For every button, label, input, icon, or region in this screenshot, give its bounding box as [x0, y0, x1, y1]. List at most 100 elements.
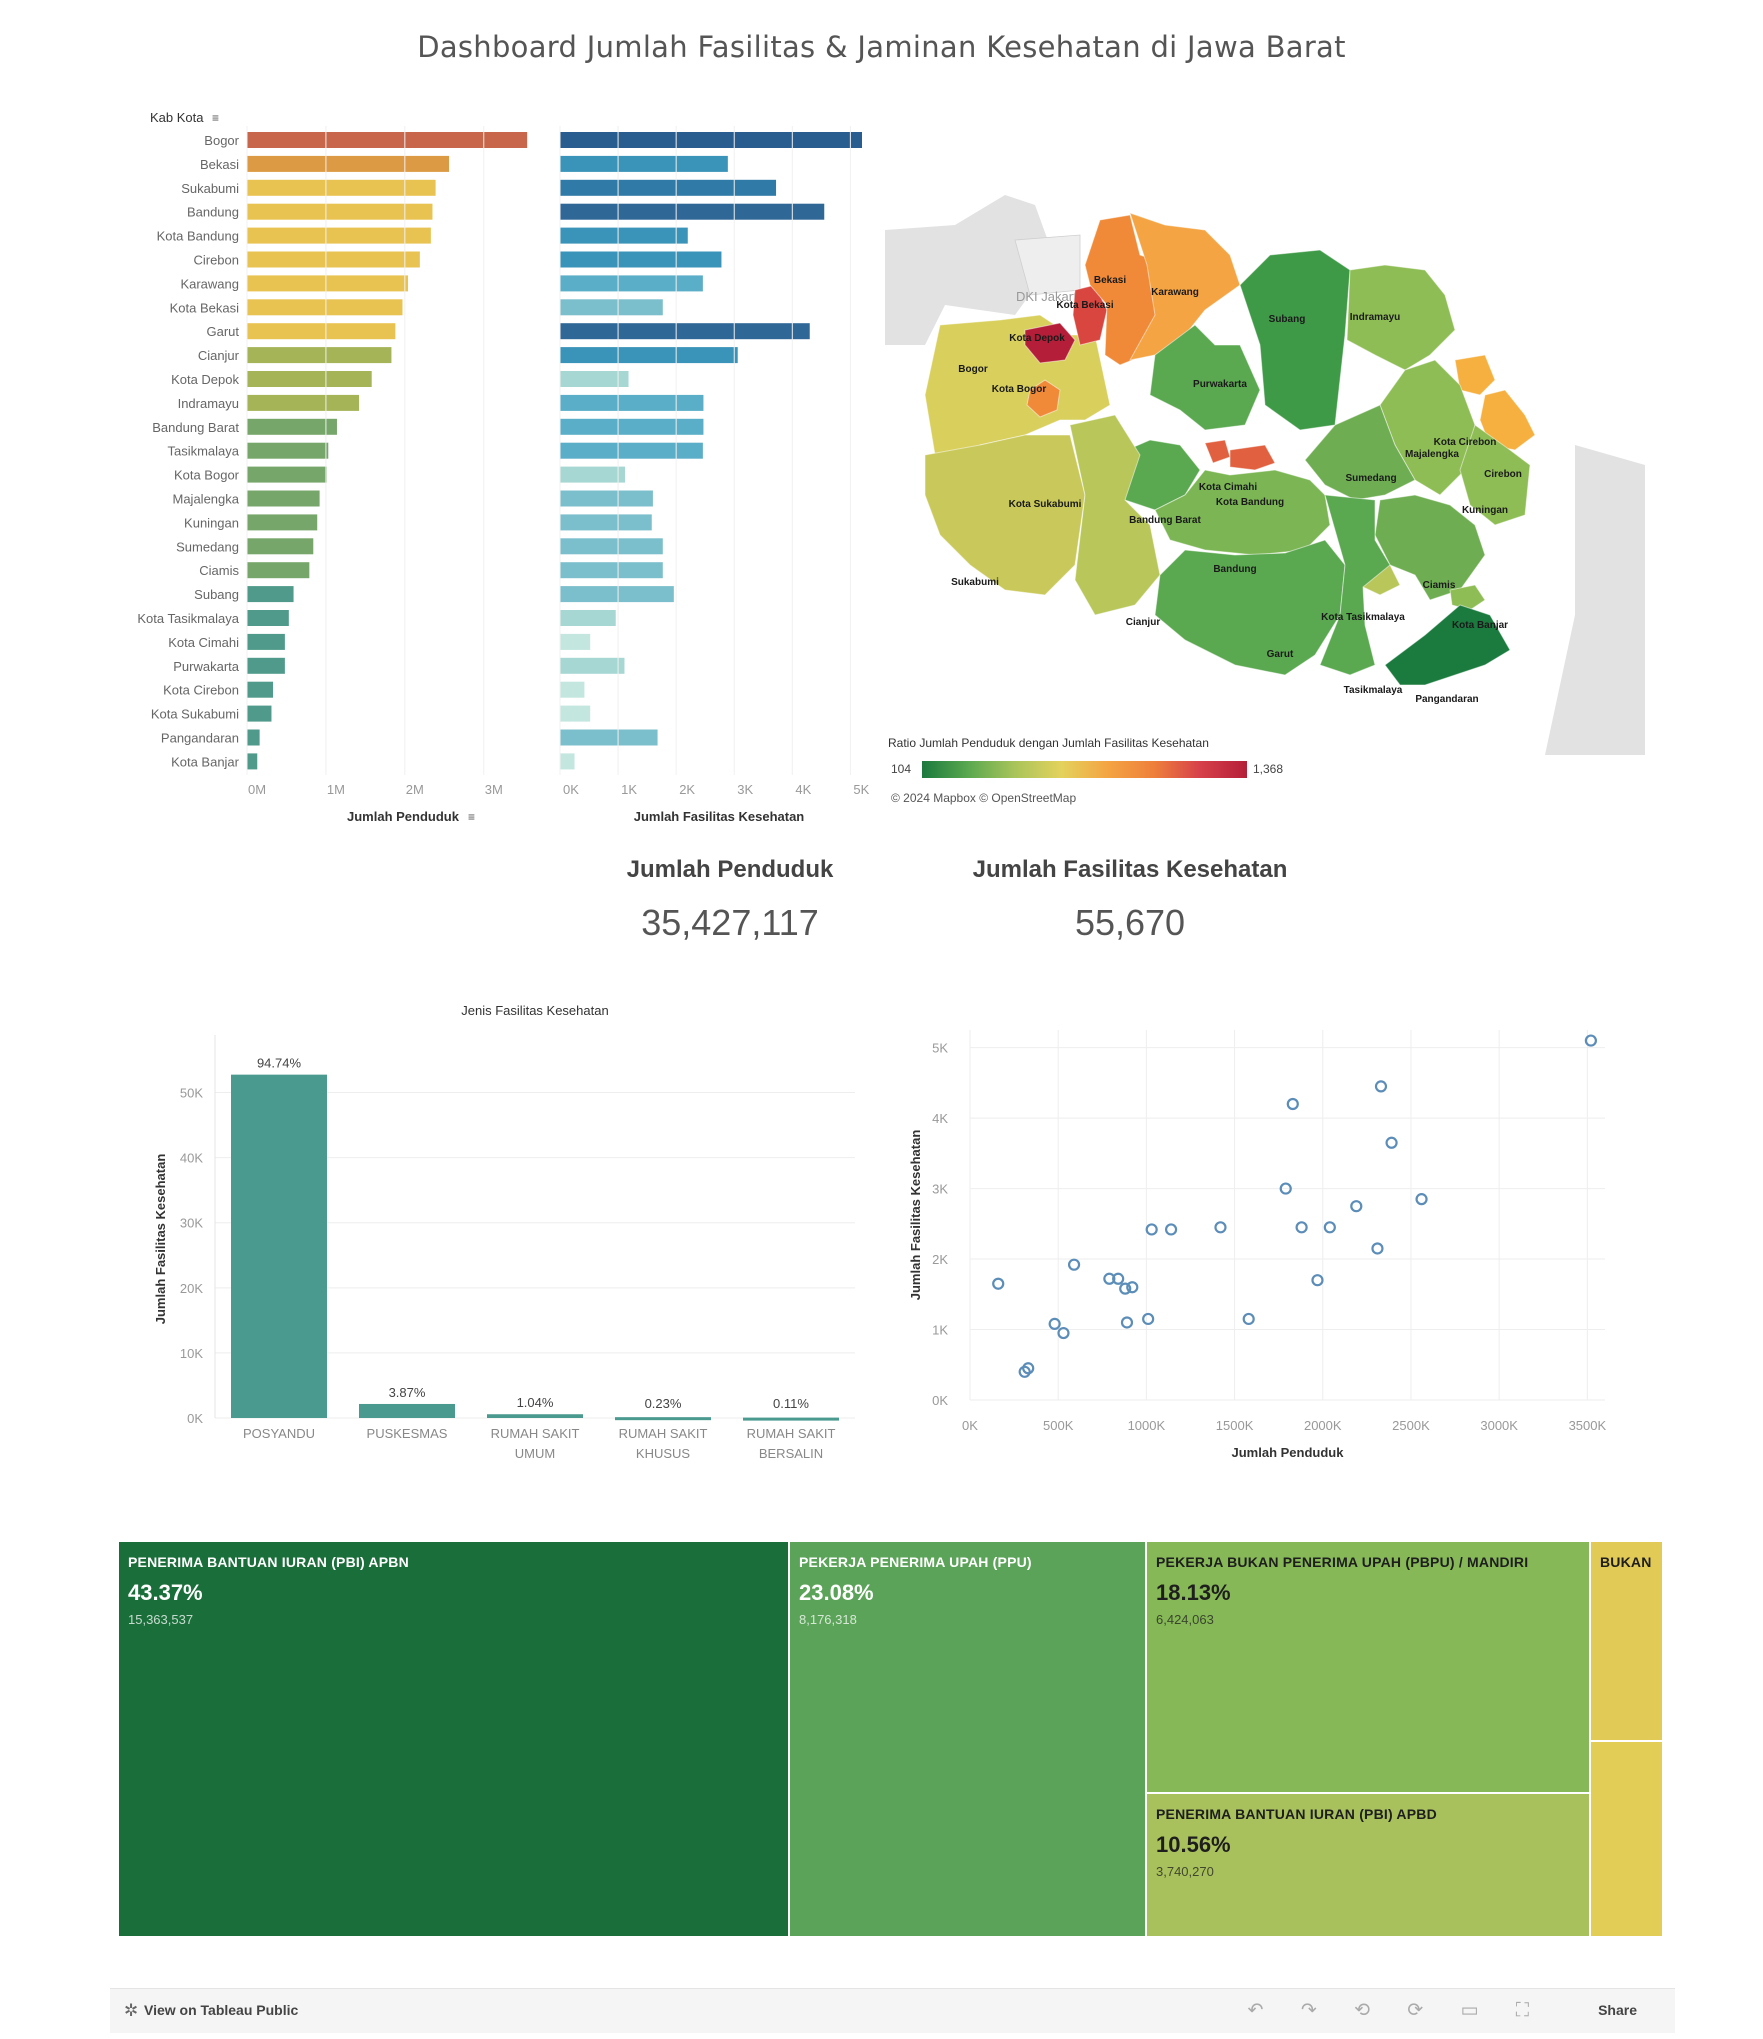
region-label: Kota Tasikmalaya	[1321, 612, 1405, 623]
region-label: Bogor	[958, 364, 988, 375]
penduduk-bar	[247, 514, 318, 531]
fasilitas-bar	[560, 633, 591, 650]
region-label: Bekasi	[1094, 275, 1126, 286]
data-label: 0.23%	[645, 1396, 682, 1411]
penduduk-bar	[247, 681, 274, 698]
tick-label: 3K	[737, 782, 753, 797]
dimension-label: Kab Kota	[150, 110, 204, 125]
dashboard-title: Dashboard Jumlah Fasilitas & Jaminan Kes…	[417, 30, 1346, 64]
scatter-point	[1120, 1316, 1134, 1329]
category-label: Bandung Barat	[152, 420, 239, 435]
scatter-point	[1350, 1200, 1363, 1213]
context-label: DKI Jakarta	[1016, 289, 1085, 304]
treemap-cell[interactable]: PENERIMA BANTUAN IURAN (PBI) APBN 43.37% 1…	[119, 1542, 790, 1938]
fasilitas-bar	[560, 323, 810, 340]
tick-label: 0M	[248, 782, 266, 797]
penduduk-vs-fasilitas-scatter[interactable]: 0K 1K 2K 3K 4K 5K 0K 500K 1000K 1500K 2000K 2500K 30…	[900, 990, 1620, 1460]
penduduk-bar	[247, 299, 403, 316]
treemap-cell[interactable]: PEKERJA BUKAN PENERIMA UPAH (PBPU) / MAN…	[1147, 1542, 1591, 1794]
region-label: Sumedang	[1345, 473, 1396, 484]
jenis-fasilitas-chart[interactable]: Jenis Fasilitas Kesehatan 0K 10K 20K 30K 40K 5…	[140, 990, 860, 1461]
penduduk-bar	[247, 490, 320, 507]
region-label: Kota Bogor	[992, 384, 1047, 395]
treemap-cell[interactable]	[1591, 1742, 1664, 1938]
map-legend-title: Ratio Jumlah Penduduk dengan Jumlah Fasi…	[888, 736, 1209, 750]
penduduk-bar	[247, 753, 258, 770]
treemap-label: BUKAN	[1600, 1554, 1652, 1570]
region-shape	[1204, 439, 1231, 464]
category-label: Kota Cirebon	[163, 683, 239, 698]
penduduk-bar	[247, 394, 360, 411]
map-attribution: © 2024 Mapbox © OpenStreetMap	[891, 791, 1076, 805]
tick-label: 40K	[180, 1151, 203, 1166]
penduduk-bar	[247, 633, 285, 650]
sort-icon: ≡	[212, 111, 219, 125]
jaminan-kesehatan-treemap[interactable]: PENERIMA BANTUAN IURAN (PBI) APBN 43.37% 1…	[119, 1542, 1664, 1938]
penduduk-bar	[247, 610, 289, 626]
scatter-point	[1584, 1034, 1597, 1047]
tick-label: 20K	[180, 1281, 203, 1296]
map-legend-max: 1,368	[1253, 762, 1283, 776]
view-on-tableau-link[interactable]: View on Tableau Public	[144, 2002, 299, 2018]
treemap-percent: 10.56%	[1156, 1832, 1231, 1857]
category-label: Sukabumi	[181, 181, 239, 196]
treemap-cell[interactable]: BUKAN	[1591, 1542, 1664, 1742]
category-label: BERSALIN	[759, 1446, 823, 1461]
treemap-cell[interactable]: PEKERJA PENERIMA UPAH (PPU) 23.08% 8,176,3…	[790, 1542, 1147, 1938]
scatter-point	[1112, 1272, 1125, 1285]
fasilitas-bar	[560, 251, 722, 268]
tick-label: 1K	[932, 1323, 948, 1338]
penduduk-bar	[247, 705, 272, 722]
share-button[interactable]: Share	[1598, 2002, 1637, 2018]
jawa-barat-choropleth-map[interactable]: DKI Jakarta Bekasi Kota Bekasi Kota Depok Ka…	[885, 195, 1675, 815]
region-label: Cirebon	[1484, 469, 1522, 480]
y-axis-label: Jumlah Fasilitas Kesehatan	[153, 1154, 168, 1325]
category-label: Tasikmalaya	[167, 444, 239, 459]
penduduk-bar	[247, 729, 260, 746]
treemap-cell[interactable]: PENERIMA BANTUAN IURAN (PBI) APBD 10.56% 3…	[1147, 1794, 1591, 1938]
region-label: Purwakarta	[1193, 379, 1247, 390]
scatter-point	[1323, 1221, 1336, 1234]
scatter-point	[1371, 1242, 1384, 1255]
category-label: Cianjur	[198, 348, 240, 363]
category-label: RUMAH SAKIT	[747, 1426, 836, 1441]
region-shape	[924, 434, 1086, 596]
background-land	[1545, 445, 1645, 755]
scatter-point	[1119, 1282, 1132, 1295]
tick-label: 0K	[563, 782, 579, 797]
tick-label: 2M	[406, 782, 424, 797]
category-label: UMUM	[515, 1446, 555, 1461]
toolbar-icons[interactable]: ↶ ↷ ⟲ ⟳ ▭ ⛶	[1247, 2000, 1545, 2021]
region-shape	[1239, 249, 1351, 431]
tick-label: 3500K	[1569, 1418, 1607, 1433]
region-shape	[1459, 424, 1531, 526]
y-axis-label: Jumlah Fasilitas Kesehatan	[908, 1130, 923, 1301]
scatter-point	[1385, 1136, 1398, 1149]
tick-label: 3000K	[1480, 1418, 1518, 1433]
penduduk-bar	[247, 251, 420, 268]
fasilitas-bar	[560, 562, 663, 579]
tick-label: 1K	[621, 782, 637, 797]
region-shape	[1229, 444, 1276, 471]
region-shape	[1449, 584, 1486, 611]
tick-label: 0K	[962, 1418, 978, 1433]
fasilitas-bar	[560, 466, 626, 483]
tableau-toolbar: ✲ View on Tableau Public ↶ ↷ ⟲ ⟳ ▭ ⛶ Sha…	[110, 1988, 1675, 2033]
kab-kota-bar-charts[interactable]: Kab Kota ≡ Bogor Bekasi Sukabumi Bandung Kota …	[0, 0, 880, 824]
penduduk-bar	[247, 347, 392, 364]
region-label: Majalengka	[1405, 449, 1459, 460]
penduduk-bar	[247, 562, 310, 579]
jenis-bar	[743, 1417, 839, 1421]
fasilitas-bar	[560, 203, 825, 220]
scatter-point	[1022, 1362, 1035, 1375]
region-label: Garut	[1267, 649, 1294, 660]
scatter-point	[1126, 1281, 1139, 1294]
data-label: 0.11%	[773, 1396, 809, 1411]
penduduk-bar	[247, 538, 314, 555]
region-label: Kota Sukabumi	[1009, 499, 1082, 510]
fasilitas-bar	[560, 514, 652, 531]
region-label: Tasikmalaya	[1344, 685, 1403, 696]
region-shape	[1154, 539, 1346, 676]
scatter-point	[1279, 1182, 1292, 1195]
region-shape	[1479, 389, 1536, 451]
